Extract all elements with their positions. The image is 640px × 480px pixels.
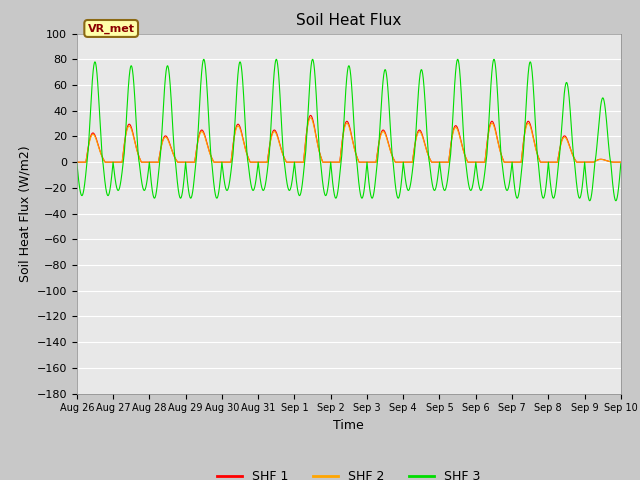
Y-axis label: Soil Heat Flux (W/m2): Soil Heat Flux (W/m2) — [18, 145, 31, 282]
SHF 3 — [441, 188, 449, 193]
SHF 2 — [307, 115, 314, 120]
SHF 1 — [307, 112, 314, 118]
Line: SHF 3: SHF 3 — [77, 60, 621, 201]
SHF 1 — [502, 159, 509, 165]
SHF 2 — [502, 159, 509, 165]
SHF 2 — [171, 154, 179, 160]
SHF 3 — [471, 169, 479, 175]
Title: Soil Heat Flux: Soil Heat Flux — [296, 13, 401, 28]
SHF 3 — [502, 185, 509, 191]
SHF 3 — [617, 161, 625, 167]
SHF 1 — [441, 159, 449, 165]
SHF 2 — [617, 159, 625, 165]
SHF 1 — [329, 159, 337, 165]
X-axis label: Time: Time — [333, 419, 364, 432]
SHF 3 — [329, 178, 337, 184]
SHF 3 — [171, 152, 179, 157]
SHF 3 — [586, 198, 593, 204]
Line: SHF 2: SHF 2 — [77, 118, 621, 162]
SHF 2 — [471, 159, 479, 165]
SHF 1 — [471, 159, 479, 165]
SHF 3 — [616, 167, 624, 172]
SHF 1 — [73, 159, 81, 165]
SHF 1 — [171, 154, 179, 160]
SHF 1 — [616, 159, 624, 165]
Line: SHF 1: SHF 1 — [77, 115, 621, 162]
SHF 3 — [73, 159, 81, 165]
SHF 2 — [441, 159, 449, 165]
SHF 2 — [329, 159, 337, 165]
Text: VR_met: VR_met — [88, 24, 134, 34]
SHF 2 — [616, 159, 624, 165]
SHF 1 — [617, 159, 625, 165]
SHF 2 — [73, 159, 81, 165]
Legend: SHF 1, SHF 2, SHF 3: SHF 1, SHF 2, SHF 3 — [212, 465, 486, 480]
SHF 3 — [200, 57, 207, 62]
